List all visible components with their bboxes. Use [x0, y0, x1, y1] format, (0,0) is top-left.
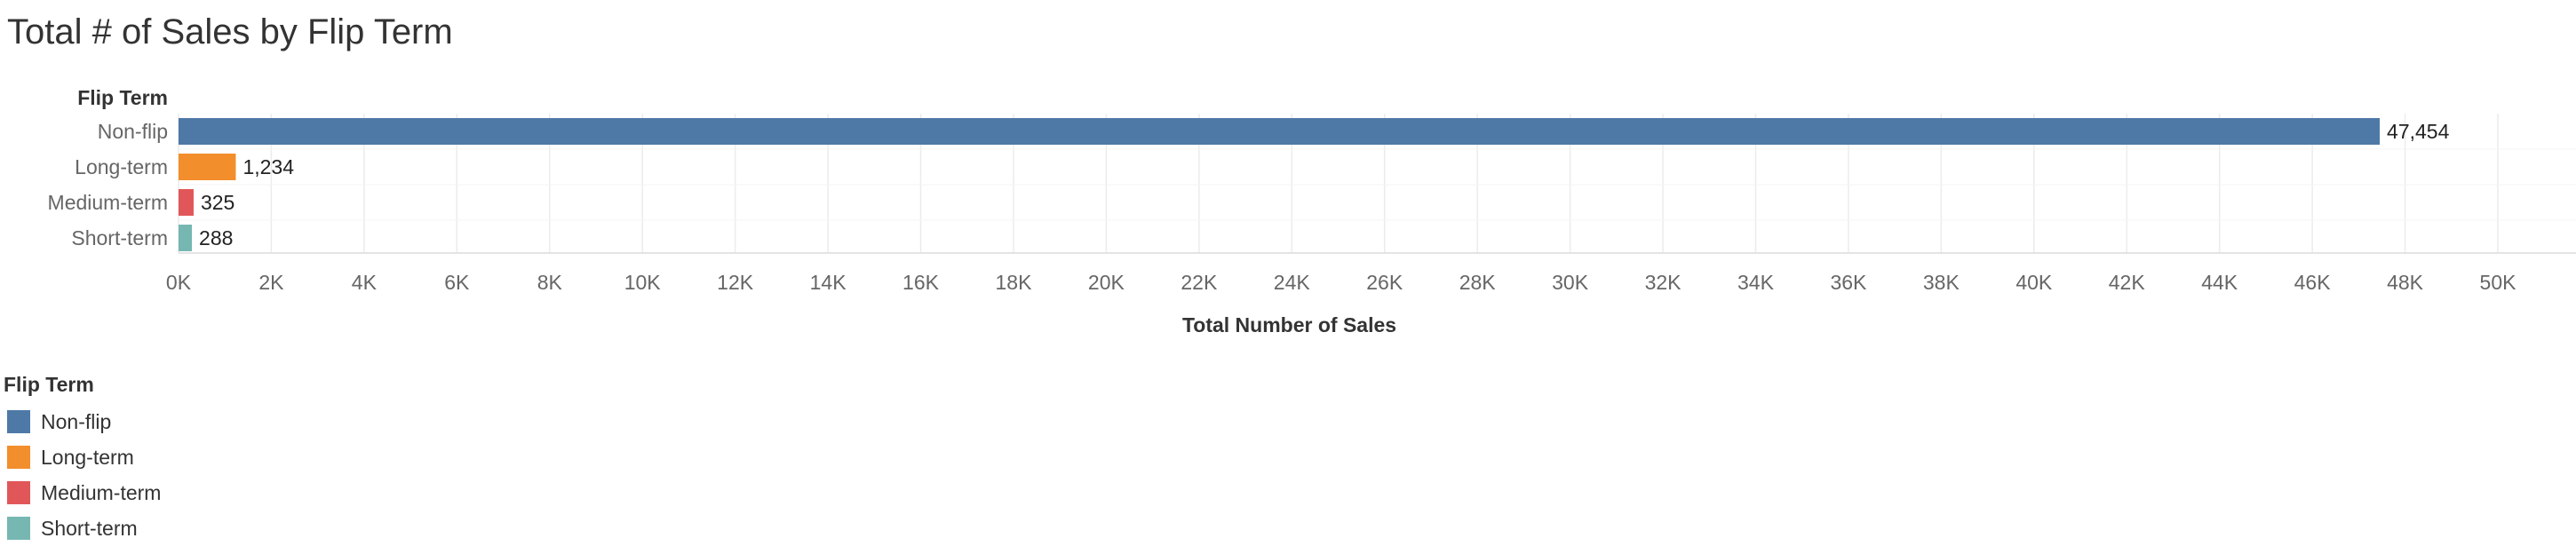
legend-item-long-term[interactable]: Long-term [4, 439, 161, 475]
data-label: 288 [199, 226, 233, 249]
legend-swatch [7, 517, 30, 540]
legend-title: Flip Term [4, 373, 94, 396]
category-label: Long-term [75, 155, 168, 178]
category-label: Short-term [71, 226, 168, 249]
tick-label: 32K [1645, 271, 1682, 294]
tick-label: 20K [1088, 271, 1125, 294]
tick-label: 16K [902, 271, 940, 294]
bar [179, 154, 236, 180]
tick-label: 4K [352, 271, 378, 294]
legend-label: Long-term [41, 445, 134, 469]
category-label: Medium-term [48, 191, 168, 214]
tick-label: 42K [2109, 271, 2146, 294]
tick-label: 10K [624, 271, 662, 294]
x-axis-title: Total Number of Sales [1182, 313, 1396, 336]
tick-label: 2K [258, 271, 284, 294]
tick-label: 18K [995, 271, 1032, 294]
tick-label: 38K [1923, 271, 1960, 294]
tick-label: 48K [2387, 271, 2424, 294]
tick-label: 8K [537, 271, 563, 294]
legend-label: Non-flip [41, 409, 112, 433]
tick-label: 46K [2294, 271, 2332, 294]
legend-swatch [7, 446, 30, 469]
tick-label: 30K [1552, 271, 1589, 294]
tick-label: 34K [1737, 271, 1775, 294]
tick-label: 28K [1459, 271, 1497, 294]
tick-label: 24K [1274, 271, 1311, 294]
category-label: Non-flip [98, 120, 168, 143]
data-label: 47,454 [2387, 120, 2450, 143]
bar [179, 225, 193, 251]
legend-label: Medium-term [41, 480, 162, 504]
data-label: 325 [201, 191, 235, 214]
legend-label: Short-term [41, 516, 138, 540]
tick-label: 6K [444, 271, 470, 294]
legend-swatch [7, 481, 30, 504]
tick-label: 0K [166, 271, 192, 294]
bar [179, 118, 2381, 145]
tick-label: 44K [2201, 271, 2238, 294]
tick-label: 40K [2015, 271, 2053, 294]
bar-chart: Flip Term Non-flip 47,454 Long-term 1,234 Med… [48, 86, 2576, 336]
row-header: Flip Term [77, 86, 168, 109]
tick-label: 36K [1830, 271, 1867, 294]
chart-title: Total # of Sales by Flip Term [7, 12, 453, 51]
legend-item-short-term[interactable]: Short-term [4, 510, 161, 546]
legend: Flip Term Non-flip Long-term Medium-term… [4, 373, 161, 546]
tick-label: 12K [717, 271, 754, 294]
data-label: 1,234 [242, 155, 294, 178]
tick-label: 26K [1366, 271, 1403, 294]
tick-label: 14K [810, 271, 847, 294]
tick-label: 22K [1181, 271, 1218, 294]
legend-item-medium-term[interactable]: Medium-term [4, 475, 161, 510]
legend-item-non-flip[interactable]: Non-flip [4, 404, 161, 439]
tick-label: 50K [2480, 271, 2517, 294]
bar [179, 189, 194, 216]
legend-swatch [7, 410, 30, 433]
